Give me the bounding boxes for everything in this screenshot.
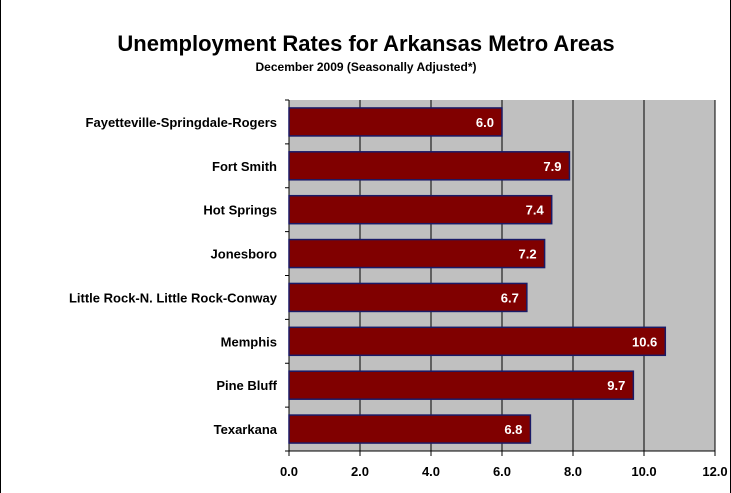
x-tick-label-2: 4.0 <box>422 464 440 479</box>
data-label-3: 7.2 <box>519 247 537 262</box>
chart-title: Unemployment Rates for Arkansas Metro Ar… <box>117 31 614 56</box>
x-tick-label-4: 8.0 <box>564 464 582 479</box>
category-label-1: Fort Smith <box>212 159 277 174</box>
data-label-4: 6.7 <box>501 290 519 305</box>
bar-3 <box>288 238 546 269</box>
bar-2 <box>288 194 553 225</box>
data-label-1: 7.9 <box>543 159 561 174</box>
bar-6 <box>288 370 635 400</box>
bar-7 <box>288 414 532 444</box>
bar-5 <box>288 326 667 357</box>
category-label-3: Jonesboro <box>211 247 278 262</box>
data-label-6: 9.7 <box>607 378 625 393</box>
x-tick-label-5: 10.0 <box>631 464 656 479</box>
plot-area: 0.0 2.0 4.0 6.0 8.0 10.0 12.0 Fayetteville-Spri… <box>69 99 728 479</box>
data-label-5: 10.6 <box>632 334 657 349</box>
bar-4 <box>288 282 528 313</box>
category-label-2: Hot Springs <box>203 203 277 218</box>
category-label-5: Memphis <box>221 334 277 349</box>
category-label-7: Texarkana <box>214 422 278 437</box>
data-label-2: 7.4 <box>526 203 545 218</box>
x-tick-label-1: 2.0 <box>351 464 369 479</box>
bar-1 <box>288 151 571 181</box>
chart-subtitle: December 2009 (Seasonally Adjusted*) <box>256 60 477 74</box>
x-tick-label-3: 6.0 <box>493 464 511 479</box>
x-tick-label-0: 0.0 <box>280 464 298 479</box>
data-label-7: 6.8 <box>504 422 522 437</box>
category-label-6: Pine Bluff <box>216 378 277 393</box>
bar-0 <box>288 107 503 137</box>
x-tick-label-6: 12.0 <box>702 464 727 479</box>
category-label-4: Little Rock-N. Little Rock-Conway <box>69 290 278 305</box>
data-label-0: 6.0 <box>476 115 494 130</box>
category-label-0: Fayetteville-Springdale-Rogers <box>86 115 277 130</box>
